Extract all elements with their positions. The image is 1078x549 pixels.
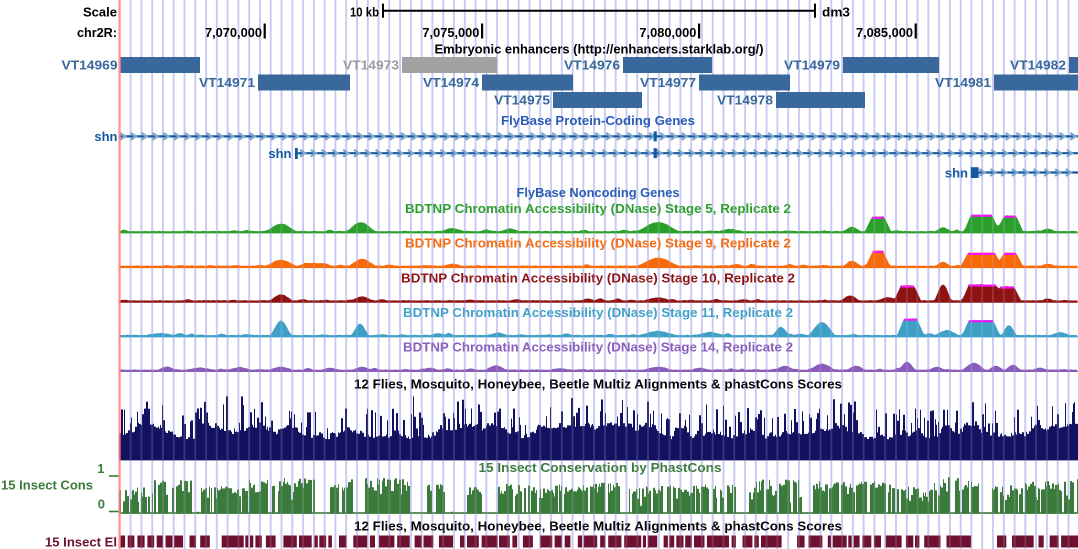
svg-text:Scale: Scale [83,5,117,20]
svg-text:dm3: dm3 [822,5,850,20]
svg-text:15 Insect Cons: 15 Insect Cons [1,478,93,493]
svg-text:BDTNP Chromatin Accessibility: BDTNP Chromatin Accessibility (DNase) St… [405,201,791,216]
svg-text:Embryonic enhancers (http://en: Embryonic enhancers (http://enhancers.st… [435,42,764,57]
svg-text:VT14979: VT14979 [784,58,840,73]
svg-text:VT14975: VT14975 [494,93,550,108]
svg-text:FlyBase Protein-Coding Genes: FlyBase Protein-Coding Genes [501,113,695,128]
svg-text:FlyBase Noncoding Genes: FlyBase Noncoding Genes [517,185,680,200]
svg-text:BDTNP Chromatin Accessibility: BDTNP Chromatin Accessibility (DNase) St… [403,340,793,355]
svg-text:VT14976: VT14976 [564,58,620,73]
svg-text:1: 1 [97,461,104,476]
svg-text:VT14973: VT14973 [343,58,399,73]
svg-text:BDTNP Chromatin Accessibility: BDTNP Chromatin Accessibility (DNase) St… [401,270,795,285]
svg-text:shn: shn [268,146,291,161]
svg-text:7,070,000: 7,070,000 [205,25,262,40]
svg-text:12 Flies, Mosquito, Honeybee,: 12 Flies, Mosquito, Honeybee, Beetle Mul… [354,518,842,533]
svg-text:7,080,000: 7,080,000 [639,25,696,40]
svg-text:7,075,000: 7,075,000 [422,25,479,40]
svg-text:shn: shn [94,129,117,144]
svg-text:VT14969: VT14969 [62,58,118,73]
svg-text:chr2R:: chr2R: [77,25,117,40]
svg-text:12 Flies, Mosquito, Honeybee,: 12 Flies, Mosquito, Honeybee, Beetle Mul… [354,376,842,391]
svg-text:0: 0 [98,497,105,512]
svg-text:VT14978: VT14978 [717,93,773,108]
svg-text:BDTNP Chromatin Accessibility: BDTNP Chromatin Accessibility (DNase) St… [405,236,791,251]
svg-text:15 Insect El: 15 Insect El [45,534,117,549]
svg-text:VT14971: VT14971 [199,75,255,90]
svg-text:15 Insect Conservation by Phas: 15 Insect Conservation by PhastCons [479,460,722,475]
svg-text:10 kb: 10 kb [350,5,379,20]
svg-text:7,085,000: 7,085,000 [856,25,913,40]
svg-text:VT14974: VT14974 [423,75,480,90]
svg-text:shn: shn [945,165,968,180]
svg-text:VT14977: VT14977 [640,75,696,90]
svg-text:BDTNP Chromatin Accessibility: BDTNP Chromatin Accessibility (DNase) St… [403,305,793,320]
svg-text:VT14982: VT14982 [1010,58,1066,73]
svg-text:VT14981: VT14981 [935,75,991,90]
